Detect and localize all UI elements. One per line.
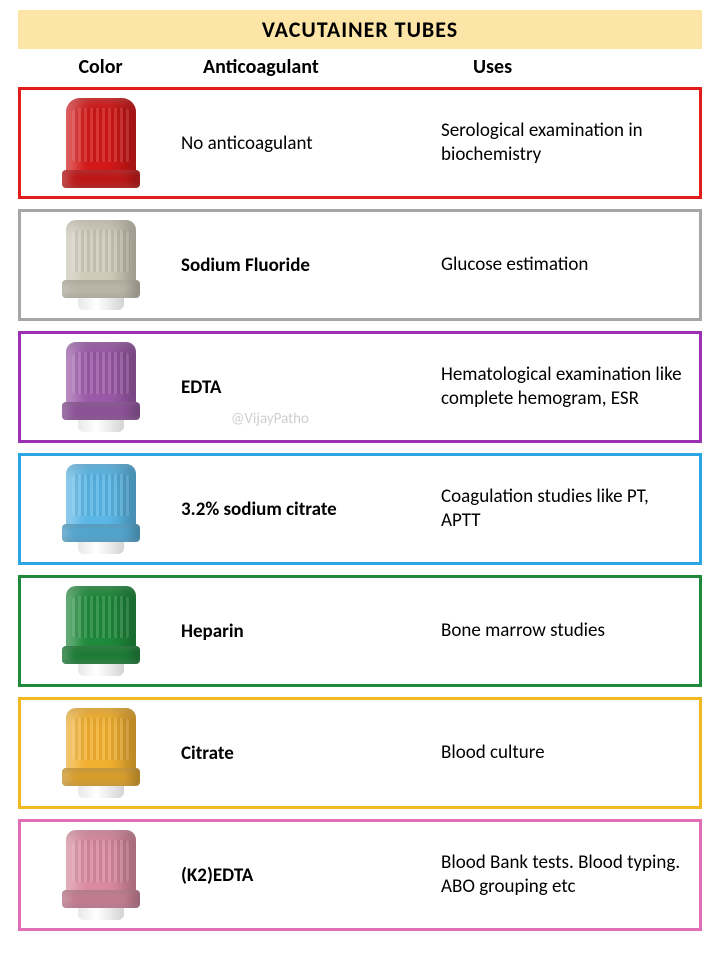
cap-cell — [21, 830, 181, 920]
anticoagulant-label: Citrate — [181, 742, 441, 765]
table-row: (K2)EDTABlood Bank tests. Blood typing. … — [18, 819, 702, 931]
anticoagulant-label: No anticoagulant — [181, 132, 441, 155]
column-headers: Color Anticoagulant Uses — [18, 55, 702, 79]
cap-cell — [21, 464, 181, 554]
header-uses: Uses — [453, 55, 702, 79]
table-row: CitrateBlood culture — [18, 697, 702, 809]
table-row: HeparinBone marrow studies — [18, 575, 702, 687]
anticoagulant-label: (K2)EDTA — [181, 864, 441, 887]
uses-label: Serological examination in biochemistry — [441, 119, 699, 167]
uses-label: Blood culture — [441, 741, 699, 765]
tube-cap-icon — [66, 586, 136, 676]
cap-cell — [21, 342, 181, 432]
cap-cell — [21, 98, 181, 188]
uses-label: Blood Bank tests. Blood typing. ABO grou… — [441, 851, 699, 899]
anticoagulant-label: Heparin — [181, 620, 441, 643]
uses-label: Coagulation studies like PT, APTT — [441, 485, 699, 533]
watermark: @VijayPatho — [231, 410, 309, 428]
header-color: Color — [18, 55, 183, 79]
anticoagulant-label: Sodium Fluoride — [181, 254, 441, 277]
tube-cap-icon — [66, 98, 136, 188]
table-row: No anticoagulantSerological examination … — [18, 87, 702, 199]
table-row: Sodium FluorideGlucose estimation — [18, 209, 702, 321]
tube-cap-icon — [66, 830, 136, 920]
tube-cap-icon — [66, 342, 136, 432]
table-row: 3.2% sodium citrateCoagulation studies l… — [18, 453, 702, 565]
rows-container: No anticoagulantSerological examination … — [18, 87, 702, 931]
uses-label: Bone marrow studies — [441, 619, 699, 643]
uses-label: Glucose estimation — [441, 253, 699, 277]
tube-cap-icon — [66, 708, 136, 798]
cap-cell — [21, 586, 181, 676]
anticoagulant-label: EDTA — [181, 376, 441, 399]
table-row: EDTAHematological examination like compl… — [18, 331, 702, 443]
page-title: VACUTAINER TUBES — [18, 10, 702, 49]
cap-cell — [21, 220, 181, 310]
header-anticoagulant: Anticoagulant — [183, 55, 453, 79]
uses-label: Hematological examination like complete … — [441, 363, 699, 411]
cap-cell — [21, 708, 181, 798]
tube-cap-icon — [66, 220, 136, 310]
tube-cap-icon — [66, 464, 136, 554]
anticoagulant-label: 3.2% sodium citrate — [181, 498, 441, 521]
